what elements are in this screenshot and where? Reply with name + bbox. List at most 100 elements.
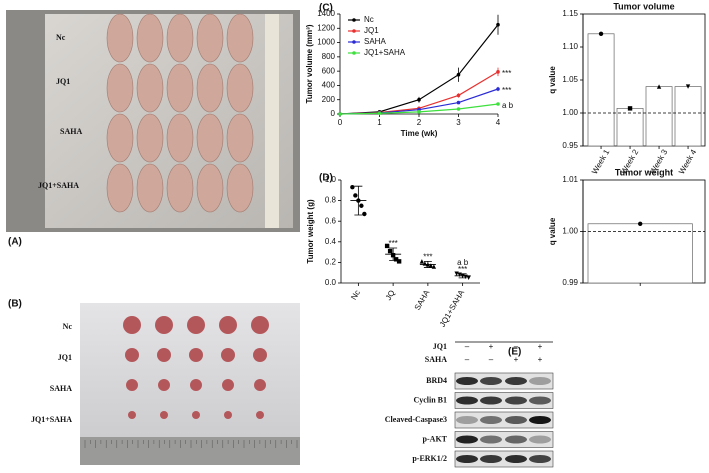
mouse (226, 113, 254, 163)
point (456, 93, 461, 98)
condition-sign: – (465, 355, 470, 364)
x-tick-label: JQ (384, 289, 397, 302)
chart-title: Tumor weight (615, 167, 673, 177)
marker (396, 259, 402, 264)
tumor (221, 348, 235, 362)
marker (393, 257, 399, 262)
point (417, 97, 421, 102)
panel-label: (C) (319, 3, 333, 14)
marker (419, 259, 425, 264)
mouse (106, 163, 134, 213)
tumor (157, 348, 171, 362)
mouse (166, 163, 194, 213)
bar (645, 86, 673, 147)
band (456, 416, 478, 424)
condition-sign: – (465, 342, 470, 351)
legend-label: JQ1+SAHA (364, 48, 406, 57)
mouse (166, 13, 194, 63)
point (496, 70, 500, 74)
y-tick-label: 1.00 (562, 108, 578, 117)
photo-label: JQ1 (58, 353, 72, 362)
bar (587, 223, 693, 284)
tumor (187, 316, 205, 334)
legend-label: SAHA (364, 37, 386, 46)
band (456, 396, 478, 405)
y-tick-label: 0.0 (325, 278, 337, 287)
bar (616, 108, 644, 147)
mouse (196, 13, 224, 63)
tumor (251, 316, 269, 334)
legend-marker (352, 29, 356, 33)
legend-label: Nc (364, 15, 374, 24)
photo-label: SAHA (50, 384, 72, 393)
legend-marker (352, 18, 356, 22)
tumor (155, 316, 173, 334)
mouse (136, 113, 164, 163)
tumor (128, 411, 136, 419)
y-tick-label: 1400 (317, 9, 335, 18)
mouse (106, 63, 134, 113)
blot-strip (454, 372, 554, 390)
blot-strip (454, 392, 554, 409)
point (496, 87, 500, 91)
bar (587, 33, 615, 147)
annotation: a b (457, 258, 469, 267)
condition-label: SAHA (425, 355, 447, 364)
x-axis-label: Time (wk) (401, 129, 438, 138)
x-tick-label: 1 (377, 118, 382, 127)
y-tick-label: 400 (322, 81, 336, 90)
x-tick-label: 4 (496, 118, 501, 127)
western-blot: JQ1 – + – + SAHA – – + + BRD4 Cyclin B1 Cleaved-Casp… (385, 341, 554, 468)
photo-label: JQ1 (56, 77, 70, 86)
mouse (166, 63, 194, 113)
annotation: *** (423, 252, 432, 261)
mice-photo (6, 10, 300, 232)
band (529, 416, 551, 424)
tumor (256, 411, 264, 419)
mouse (196, 63, 224, 113)
y-tick-label: 0.2 (325, 258, 337, 267)
band (529, 396, 551, 405)
annotation: a b (502, 101, 514, 110)
mouse (136, 163, 164, 213)
photo-label: JQ1+SAHA (38, 181, 79, 190)
annotation: *** (458, 265, 467, 274)
tumor (189, 348, 203, 362)
panel-label: (E) (508, 347, 521, 358)
y-axis-label: q value (548, 217, 557, 245)
legend-marker (352, 40, 356, 44)
mouse (136, 13, 164, 63)
marker (685, 84, 691, 89)
legend-marker (352, 51, 356, 55)
tumor-photo (80, 303, 300, 465)
x-tick-label: Week 1 (590, 147, 612, 175)
y-tick-label: 0.4 (325, 237, 337, 246)
error-bar (458, 273, 467, 279)
band (529, 455, 551, 463)
x-tick-label: SAHA (413, 288, 432, 312)
chart-title: Tumor volume (613, 1, 674, 11)
point (456, 100, 461, 105)
photo-label: JQ1+SAHA (31, 415, 72, 424)
y-tick-label: 800 (322, 52, 336, 61)
point (456, 107, 461, 111)
point (456, 72, 461, 77)
tumor (224, 411, 232, 419)
band (505, 435, 527, 444)
y-tick-label: 0.8 (325, 196, 337, 205)
tumor (123, 316, 141, 334)
mouse (106, 13, 134, 63)
marker (353, 193, 358, 198)
annotation: *** (502, 86, 511, 95)
mouse (196, 113, 224, 163)
marker (638, 221, 643, 226)
marker (384, 243, 390, 249)
marker (598, 31, 604, 36)
panel-label: (A) (8, 237, 22, 248)
bar (674, 86, 702, 147)
tumor (254, 379, 266, 391)
condition-label: JQ1 (433, 342, 447, 351)
mouse (196, 163, 224, 213)
marker (359, 203, 364, 208)
panel-label: (D) (319, 173, 333, 184)
